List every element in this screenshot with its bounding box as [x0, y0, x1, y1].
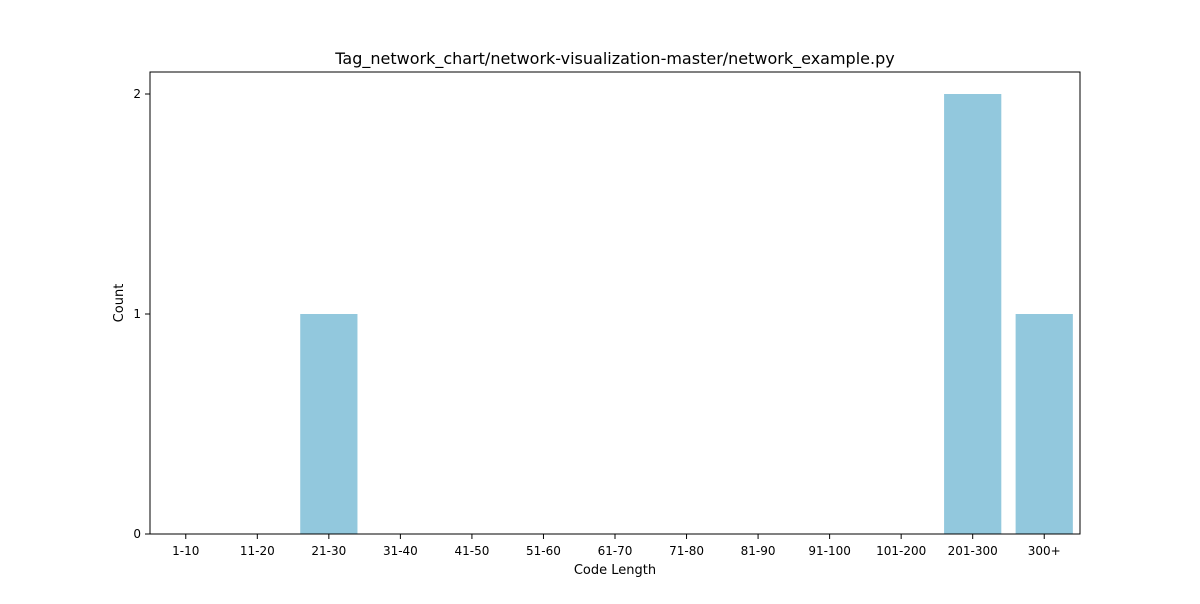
bar-201-300 [944, 94, 1002, 534]
y-tick-label: 1 [133, 307, 141, 321]
x-tick-label: 1-10 [172, 544, 199, 558]
x-tick-label: 51-60 [526, 544, 561, 558]
x-tick-label: 71-80 [669, 544, 704, 558]
x-axis-label: Code Length [574, 563, 656, 578]
y-tick-label: 0 [133, 527, 141, 541]
x-tick-label: 81-90 [741, 544, 776, 558]
y-ticks: 0 1 2 [133, 87, 150, 541]
x-tick-label: 41-50 [454, 544, 489, 558]
bar-300+ [1015, 314, 1073, 534]
x-tick-label: 21-30 [311, 544, 346, 558]
x-ticks: 1-10 11-20 21-30 31-40 41-50 51-60 61-70 71-80 8… [172, 534, 1061, 558]
y-tick-label: 2 [133, 87, 141, 101]
x-tick-label: 91-100 [808, 544, 851, 558]
x-tick-label: 11-20 [240, 544, 275, 558]
x-tick-label: 201-300 [948, 544, 998, 558]
x-tick-label: 101-200 [876, 544, 926, 558]
plot-frame [149, 71, 1081, 535]
chart-title: Tag_network_chart/network-visualization-… [334, 49, 894, 69]
x-tick-label: 31-40 [383, 544, 418, 558]
x-tick-label: 61-70 [598, 544, 633, 558]
bar-21-30 [300, 314, 358, 534]
bars-layer [300, 94, 1073, 534]
y-axis-label: Count [112, 284, 127, 323]
x-tick-label: 300+ [1028, 544, 1061, 558]
